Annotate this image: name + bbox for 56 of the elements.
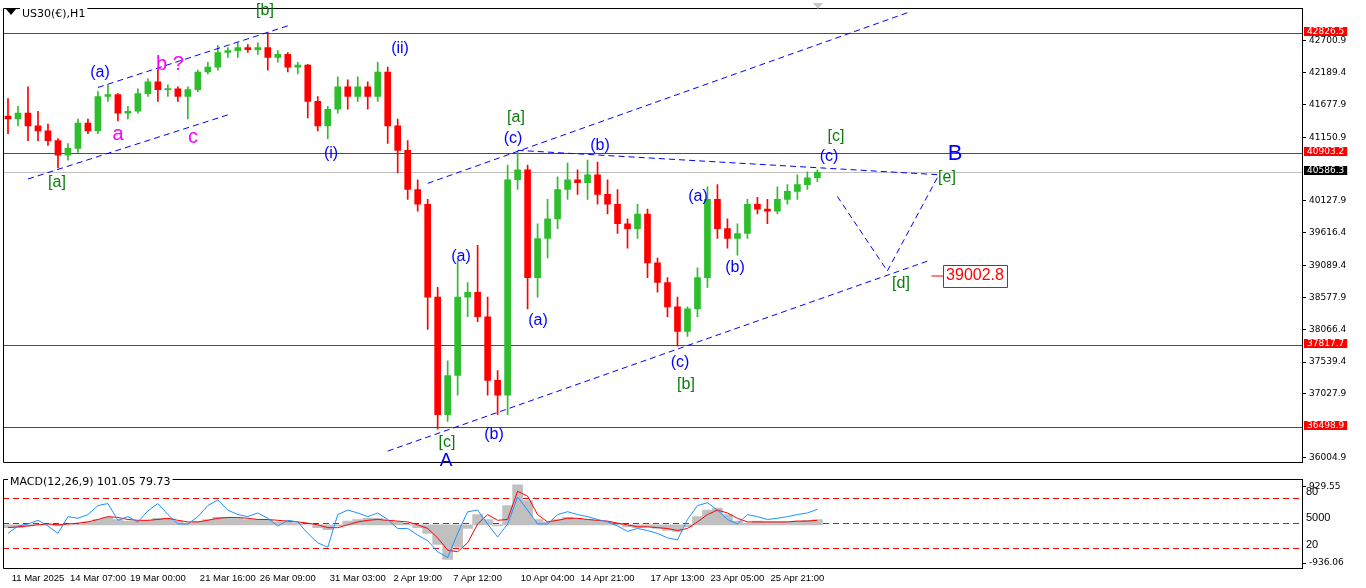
x-tick-label: 14 Mar 07:00 bbox=[69, 571, 126, 583]
x-tick-label: 2 Apr 19:00 bbox=[393, 571, 442, 583]
annotation: b ? bbox=[156, 51, 184, 74]
annotation: [d] bbox=[892, 274, 910, 292]
y-tick-label: 42189.4 bbox=[1309, 66, 1347, 77]
x-tick-label: 11 Mar 2025 bbox=[11, 571, 65, 583]
annotation: [a] bbox=[48, 173, 66, 191]
y-tick-label: 38066.4 bbox=[1309, 323, 1347, 334]
annotation: [e] bbox=[938, 168, 956, 186]
x-tick-label: 26 Mar 09:00 bbox=[259, 571, 316, 583]
y-tick-label: 36004.9 bbox=[1309, 451, 1347, 462]
y-tick-label: 39089.4 bbox=[1309, 259, 1347, 270]
x-tick-label: 21 Mar 16:00 bbox=[199, 571, 256, 583]
annotation: (b) bbox=[725, 258, 745, 276]
ref-line-label: 36498.9 bbox=[1307, 419, 1345, 430]
annotation: c bbox=[188, 124, 198, 147]
y-tick-label: 39616.4 bbox=[1309, 227, 1347, 238]
x-tick-label: 17 Apr 13:00 bbox=[650, 571, 705, 583]
x-tick-label: 23 Apr 05:00 bbox=[710, 571, 765, 583]
annotation: (a) bbox=[90, 63, 110, 81]
annotation: [a] bbox=[507, 108, 525, 126]
annotation: [c] bbox=[827, 127, 845, 145]
text: 5000 bbox=[1306, 511, 1331, 524]
x-tick-label: 14 Apr 21:00 bbox=[580, 571, 635, 583]
chart-title: US30(€),H1 bbox=[22, 6, 86, 20]
annotation: (a) bbox=[688, 187, 708, 205]
annotation: (a) bbox=[528, 311, 548, 329]
annotation: [c] bbox=[438, 433, 456, 451]
ref-line-label: 40586.3 bbox=[1307, 164, 1345, 175]
annotation: (ii) bbox=[391, 39, 409, 57]
annotation: (c) bbox=[670, 353, 690, 371]
y-tick-label: 41677.9 bbox=[1309, 98, 1347, 109]
y-tick-label: 38577.9 bbox=[1309, 291, 1347, 302]
ref-line-label: 40903.2 bbox=[1307, 145, 1345, 156]
chart-title: MACD(12,26,9) 101.05 79.73 bbox=[10, 474, 171, 488]
y-tick-label: 41150.9 bbox=[1309, 131, 1347, 142]
x-tick-label: 19 Mar 00:00 bbox=[129, 571, 186, 583]
ref-line-label: 37817.7 bbox=[1307, 337, 1345, 348]
text: 20 bbox=[1306, 538, 1319, 551]
y-tick-label: 37539.4 bbox=[1309, 356, 1347, 367]
annotation: [b] bbox=[677, 375, 695, 393]
x-tick-label: 25 Apr 21:00 bbox=[770, 571, 825, 583]
y-tick-label: -936.06 bbox=[1309, 557, 1345, 568]
annotation: (c) bbox=[503, 129, 523, 147]
ref-line-label: 42826.5 bbox=[1307, 25, 1345, 36]
x-tick-label: 10 Apr 04:00 bbox=[520, 571, 575, 583]
annotation: (b) bbox=[484, 425, 504, 443]
y-tick-label: 37027.9 bbox=[1309, 388, 1347, 399]
y-tick-label: 42700.9 bbox=[1309, 35, 1347, 46]
annotation: (b) bbox=[590, 136, 610, 154]
annotation: 39002.8 bbox=[946, 266, 1005, 284]
annotation: a bbox=[112, 121, 125, 144]
annotation: (a) bbox=[451, 247, 471, 265]
x-tick-label: 7 Apr 12:00 bbox=[453, 571, 502, 583]
x-tick-label: 31 Mar 03:00 bbox=[329, 571, 386, 583]
y-tick-label: 40127.9 bbox=[1309, 195, 1347, 206]
